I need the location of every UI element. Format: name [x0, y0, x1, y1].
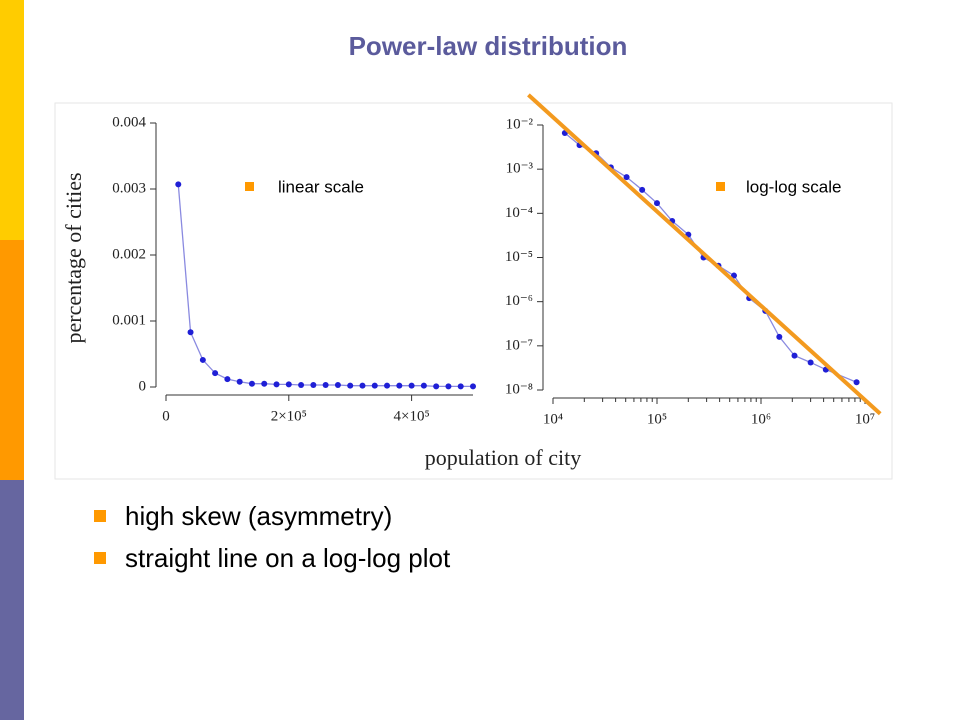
data-point	[248, 380, 255, 387]
data-point	[420, 382, 427, 389]
bullet-icon	[94, 510, 106, 522]
y-tick-label: 10⁻³	[506, 161, 534, 177]
data-point	[791, 352, 798, 359]
bullet: straight line on a log-log plot	[125, 543, 451, 573]
data-point	[285, 381, 292, 388]
fit-line	[527, 93, 882, 416]
y-tick-label: 10⁻⁸	[505, 381, 533, 397]
y-tick-label: 0.001	[112, 312, 146, 328]
annotation: log-log scale	[746, 177, 841, 196]
data-point	[371, 382, 378, 389]
chart-panel	[54, 102, 893, 480]
data-point	[408, 382, 415, 389]
data-point	[187, 329, 194, 336]
data-point	[384, 382, 391, 389]
x-tick-label: 2×10⁵	[271, 408, 307, 424]
data-point	[310, 382, 317, 389]
x-tick-label: 10⁵	[647, 411, 667, 427]
data-point	[175, 181, 182, 188]
x-tick-label: 10⁷	[855, 411, 875, 427]
data-point	[236, 378, 243, 385]
bullet: high skew (asymmetry)	[125, 501, 392, 531]
stripe	[0, 0, 24, 240]
data-point	[273, 381, 280, 388]
data-point	[623, 174, 630, 181]
slide-title: Power-law distribution	[349, 31, 628, 61]
y-tick-label: 10⁻⁵	[505, 249, 533, 265]
data-point	[298, 382, 305, 389]
y-tick-label: 10⁻⁶	[505, 293, 533, 309]
data-point	[445, 383, 452, 390]
y-tick-label: 0.002	[112, 246, 146, 262]
x-tick-label: 10⁴	[543, 411, 563, 427]
x-tick-label: 4×10⁵	[393, 408, 429, 424]
data-point	[730, 272, 737, 279]
data-point	[322, 382, 329, 389]
annotation-icon	[245, 182, 254, 191]
stripe	[0, 240, 24, 480]
data-point	[261, 380, 268, 387]
data-point	[359, 382, 366, 389]
data-point	[853, 379, 860, 386]
data-point	[396, 382, 403, 389]
annotation: linear scale	[278, 177, 364, 196]
y-axis-label: percentage of cities	[61, 172, 86, 343]
y-tick-label: 0	[139, 378, 147, 394]
data-point	[776, 333, 783, 340]
data-point	[433, 383, 440, 390]
y-tick-label: 0.004	[112, 114, 146, 130]
data-point	[654, 200, 660, 207]
bullet-icon	[94, 552, 106, 564]
x-tick-label: 0	[162, 408, 170, 424]
annotation-icon	[716, 182, 725, 191]
y-tick-label: 10⁻⁷	[505, 337, 533, 353]
data-point	[470, 383, 476, 390]
y-tick-label: 0.003	[112, 180, 146, 196]
data-point	[212, 370, 219, 377]
x-axis-label: population of city	[425, 445, 581, 470]
y-tick-label: 10⁻⁴	[505, 205, 533, 221]
data-point	[347, 382, 354, 389]
data-point	[199, 356, 206, 363]
data-point	[334, 382, 341, 389]
x-tick-label: 10⁶	[751, 411, 771, 427]
data-point	[639, 186, 646, 193]
data-point	[807, 359, 814, 366]
stripe	[0, 480, 24, 720]
data-point	[224, 376, 231, 383]
y-tick-label: 10⁻²	[506, 116, 534, 132]
data-point	[457, 383, 464, 390]
